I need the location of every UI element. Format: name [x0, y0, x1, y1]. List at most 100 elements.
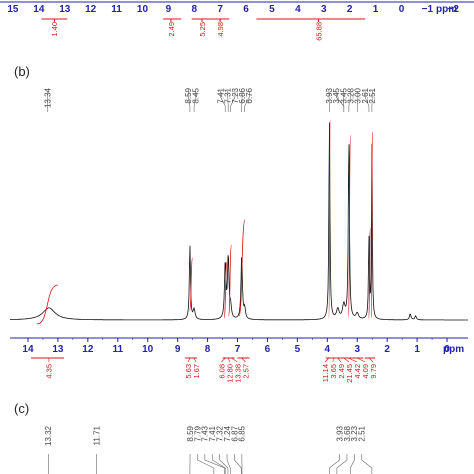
tick-label: 11	[112, 344, 123, 355]
integral-curve	[36, 284, 58, 325]
integral-curve	[328, 119, 331, 319]
peak-label: 2.51	[368, 87, 377, 103]
tick-label: 9	[166, 4, 172, 15]
peak-connector	[197, 454, 215, 474]
integral-tick	[357, 357, 366, 363]
integral-curve	[223, 261, 228, 319]
integral-tick	[221, 357, 226, 363]
tick-label: 14	[33, 4, 45, 15]
integral-curve	[368, 227, 371, 319]
peak-label: 7.79	[193, 425, 202, 441]
peak-label: 3.68	[343, 425, 352, 441]
integral-label: 1.67	[192, 364, 201, 379]
peak-label: 13.32	[44, 425, 53, 446]
tick-label: 6	[243, 4, 249, 15]
integral-curve	[189, 257, 193, 311]
tick-label: 1	[414, 344, 420, 355]
tick-label: 1	[373, 4, 379, 15]
peak-connector	[336, 454, 348, 474]
integral-label: 2.49	[337, 364, 346, 379]
x-axis-label: ppm	[436, 4, 457, 15]
tick-label: 8	[191, 4, 197, 15]
integral-label: 4.98	[216, 22, 225, 37]
tick-label: 13	[59, 4, 71, 15]
integral-tick	[348, 357, 358, 363]
peak-label: 7.24	[223, 425, 232, 441]
tick-label: 12	[85, 4, 97, 15]
integral-label: 4.35	[45, 364, 54, 379]
spectrum-line	[9, 122, 468, 321]
peak-connector	[356, 91, 359, 112]
integral-curve	[228, 244, 232, 317]
integral-label: 2.57	[241, 364, 250, 379]
integral-label: 11.14	[321, 364, 330, 382]
peak-connector	[226, 454, 231, 474]
peak-label: 7.41	[208, 425, 217, 441]
integral-tick	[324, 357, 330, 363]
tick-label: 9	[175, 344, 181, 355]
tick-label: 3	[321, 4, 327, 15]
integral-tick	[241, 357, 246, 363]
tick-label: 4	[295, 4, 301, 15]
peak-connector	[234, 454, 242, 474]
integral-tick	[228, 357, 230, 363]
tick-label: 6	[265, 344, 271, 355]
integral-label: 5.25	[198, 22, 207, 37]
tick-label: 7	[235, 344, 241, 355]
integral-tick	[231, 357, 238, 363]
integral-label: 1.40	[50, 22, 59, 37]
integral-label: 4.42	[353, 364, 362, 379]
tick-label: 14	[22, 344, 34, 355]
tick-label: 2	[384, 344, 390, 355]
peak-label: 3.93	[335, 425, 344, 441]
tick-label: 2	[347, 4, 353, 15]
panel-c-spectrum: 13.32 11.71 8.597.797.437.417.327.246.876.…	[44, 425, 373, 474]
peak-connector	[329, 454, 340, 474]
peak-label: 11.71	[92, 425, 101, 445]
integral-label: 5.63	[184, 364, 193, 379]
peak-connector	[230, 91, 236, 112]
tick-label: 10	[142, 344, 154, 355]
integral-label: 21.45	[345, 364, 354, 383]
tick-label: 10	[137, 4, 149, 15]
integral-label: 4.09	[361, 364, 370, 379]
tick-label: 7	[217, 4, 223, 15]
peak-label: 3.23	[350, 425, 359, 441]
peak-label: 7.32	[215, 425, 224, 441]
tick-label: 3	[354, 344, 360, 355]
panel-label-b: (b)	[14, 64, 30, 79]
integral-curve	[347, 134, 352, 319]
peak-connector	[211, 454, 226, 474]
tick-label: 15	[7, 4, 19, 15]
peak-label: 3.00	[354, 87, 363, 103]
tick-label: 0	[444, 344, 450, 355]
integral-tick	[187, 357, 191, 363]
tick-label: 8	[205, 344, 211, 355]
integral-label: 13.38	[233, 364, 242, 383]
peak-label: 6.87	[230, 425, 239, 441]
tick-label: −2	[448, 4, 460, 15]
tick-label: 0	[399, 4, 405, 15]
peak-label: 3.45	[332, 87, 341, 103]
peak-connector	[348, 91, 351, 112]
integral-label: 6.08	[217, 364, 226, 379]
peak-connector	[188, 91, 191, 112]
tick-label: 5	[295, 344, 301, 355]
integral-tick	[193, 357, 197, 363]
peak-connector	[193, 91, 196, 112]
x-axis-label: ppm	[443, 344, 464, 355]
integral-curve	[370, 131, 373, 319]
peak-connector	[361, 454, 373, 474]
peak-label: 7.43	[201, 425, 210, 441]
peak-label: 8.59	[186, 425, 195, 441]
peak-connector	[244, 91, 250, 112]
peak-connector	[364, 91, 370, 112]
tick-label: −1	[422, 4, 434, 15]
tick-label: 4	[325, 344, 331, 355]
panel-b-spectrum: 13.34 8.598.45 7.417.317.236.866.76 3.933.4…	[9, 87, 468, 383]
integral-label: 12.80	[225, 364, 234, 383]
tick-label: 12	[82, 344, 94, 355]
peak-connector	[219, 454, 229, 474]
